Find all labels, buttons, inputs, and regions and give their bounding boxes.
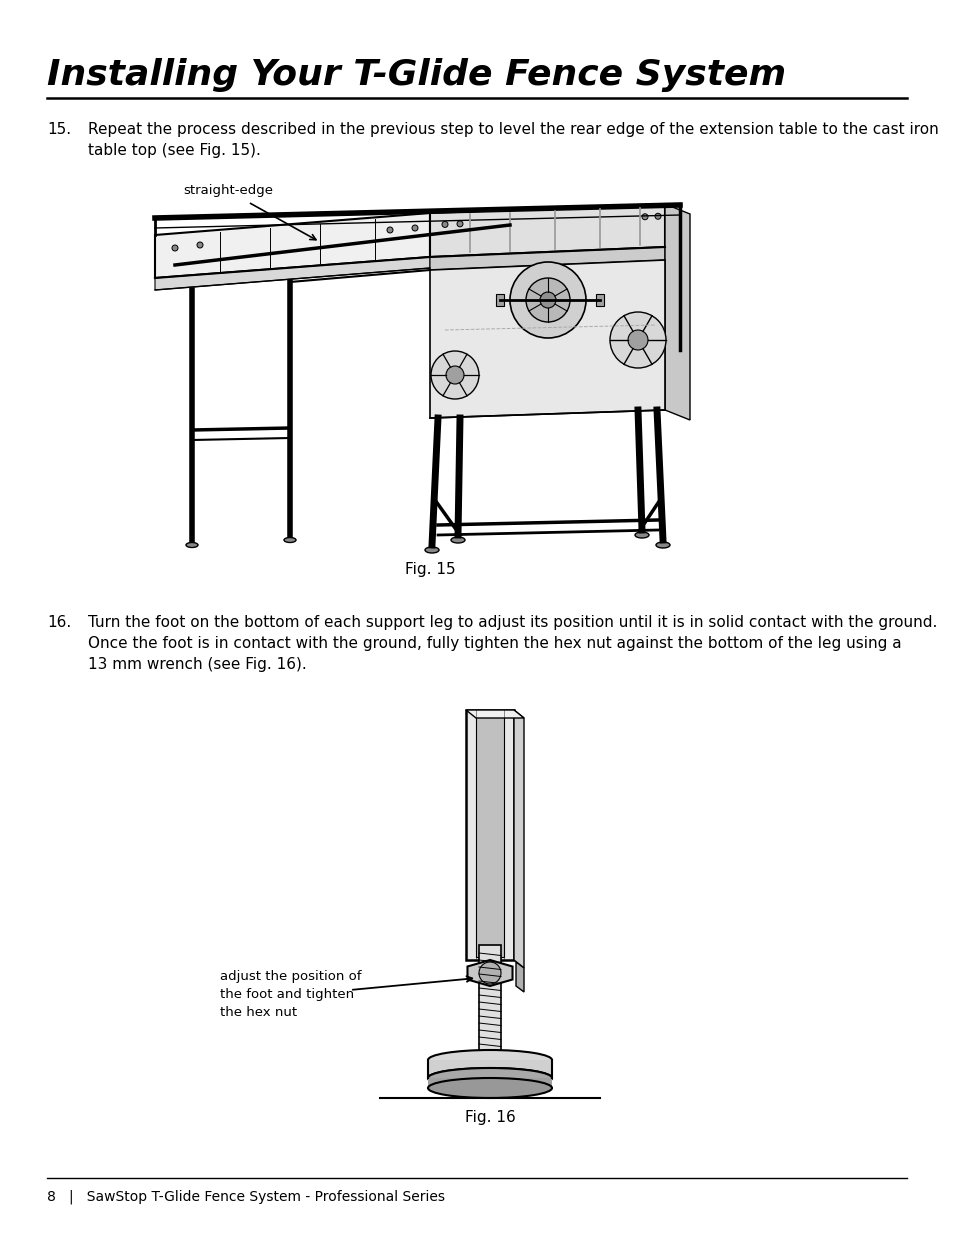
Polygon shape [514,710,523,968]
Ellipse shape [284,537,295,542]
Ellipse shape [428,1050,552,1070]
Bar [596,294,603,306]
Polygon shape [430,261,664,417]
Bar [428,1060,552,1078]
Text: 15.: 15. [47,122,71,137]
Circle shape [627,330,647,350]
Text: Fig. 15: Fig. 15 [404,562,455,577]
Polygon shape [465,710,523,718]
Circle shape [655,214,660,220]
Circle shape [412,225,417,231]
Bar [476,713,503,957]
Circle shape [196,242,203,248]
Circle shape [446,366,463,384]
Circle shape [172,245,178,251]
Ellipse shape [451,537,464,543]
Circle shape [525,278,569,322]
Ellipse shape [186,542,198,547]
Ellipse shape [656,542,669,548]
Circle shape [539,291,556,308]
Text: straight-edge: straight-edge [183,184,273,198]
Text: Installing Your T-Glide Fence System: Installing Your T-Glide Fence System [47,58,785,91]
Polygon shape [154,257,430,290]
Text: Fig. 16: Fig. 16 [464,1110,515,1125]
Text: adjust the position of
the foot and tighten
the hex nut: adjust the position of the foot and tigh… [220,969,361,1019]
Ellipse shape [424,547,438,553]
Polygon shape [154,212,430,278]
Polygon shape [664,204,689,420]
Circle shape [431,351,478,399]
Ellipse shape [428,1068,552,1088]
Circle shape [441,221,448,227]
Polygon shape [516,962,523,992]
Circle shape [510,262,585,338]
Circle shape [387,227,393,233]
Ellipse shape [428,1078,552,1098]
Ellipse shape [635,532,648,538]
Polygon shape [467,960,512,986]
Circle shape [456,221,462,227]
Bar [478,945,500,1055]
Circle shape [609,312,665,368]
Polygon shape [430,204,664,257]
Text: Repeat the process described in the previous step to level the rear edge of the : Repeat the process described in the prev… [88,122,938,158]
Text: 16.: 16. [47,615,71,630]
Bar [496,294,503,306]
Circle shape [641,214,647,220]
Text: 8   |   SawStop T-Glide Fence System - Professional Series: 8 | SawStop T-Glide Fence System - Profe… [47,1191,444,1204]
Text: Turn the foot on the bottom of each support leg to adjust its position until it : Turn the foot on the bottom of each supp… [88,615,937,672]
Bar [465,710,514,960]
Ellipse shape [428,1068,552,1088]
Circle shape [478,962,500,984]
Polygon shape [430,247,664,270]
Bar [428,1078,552,1088]
